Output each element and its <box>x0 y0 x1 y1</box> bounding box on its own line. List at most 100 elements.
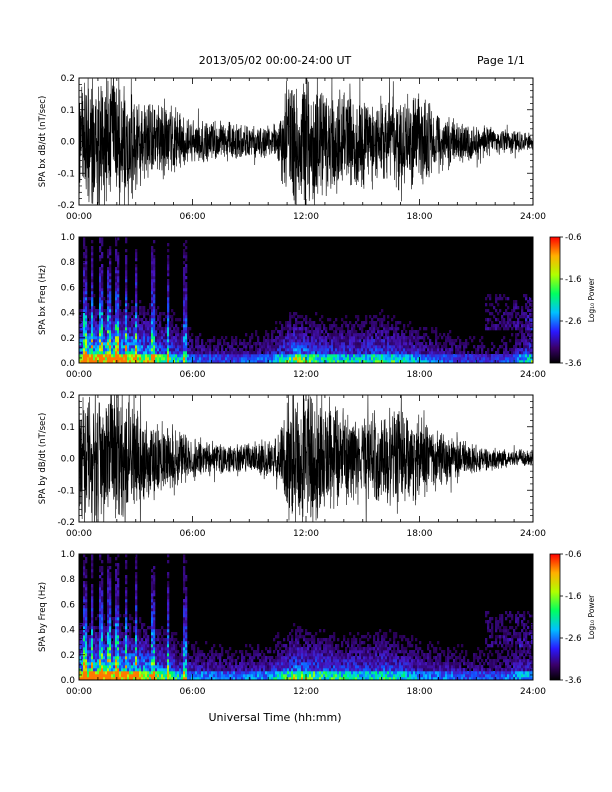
spectrogram-cell <box>235 659 238 663</box>
spectrogram-cell <box>367 333 370 337</box>
spectrogram-cell <box>95 315 98 319</box>
spectrogram-cell <box>147 656 150 660</box>
spectrogram-cell <box>115 348 118 352</box>
spectrogram-cell <box>251 360 254 364</box>
spectrogram-cell <box>123 354 126 358</box>
spectrogram-cell <box>149 354 152 358</box>
spectrogram-cell <box>407 348 410 352</box>
spectrogram-cell <box>319 354 322 358</box>
spectrogram-cell <box>121 327 124 331</box>
spectrogram-cell <box>115 635 118 639</box>
spectrogram-cell <box>471 339 474 343</box>
spectrogram-cell <box>377 348 380 352</box>
spectrogram-cell <box>171 659 174 663</box>
spectrogram-cell <box>183 557 186 561</box>
spectrogram-cell <box>153 345 156 349</box>
spectrogram-cell <box>143 342 146 346</box>
spectrogram-cell <box>129 653 132 657</box>
spectrogram-cell <box>259 677 262 681</box>
spectrogram-cell <box>117 297 120 301</box>
spectrogram-cell <box>465 357 468 361</box>
spectrogram-cell <box>201 348 204 352</box>
colorbar-tick-label: -3.6 <box>565 359 582 369</box>
spectrogram-cell <box>115 306 118 310</box>
spectrogram-cell <box>105 674 108 678</box>
spectrogram-cell <box>249 671 252 675</box>
spectrogram-cell <box>151 321 154 325</box>
spectrogram-cell <box>145 354 148 358</box>
spectrogram-cell <box>377 345 380 349</box>
spectrogram-cell <box>529 327 532 331</box>
spectrogram-cell <box>253 656 256 660</box>
spectrogram-cell <box>81 635 84 639</box>
spectrogram-cell <box>525 321 528 325</box>
spectrogram-cell <box>261 668 264 672</box>
spectrogram-cell <box>275 665 278 669</box>
spectrogram-cell <box>259 342 262 346</box>
spectrogram-cell <box>251 647 254 651</box>
spectrogram-cell <box>123 614 126 618</box>
spectrogram-cell <box>83 282 86 286</box>
spectrogram-cell <box>109 315 112 319</box>
spectrogram-cell <box>291 357 294 361</box>
spectrogram-cell <box>143 351 146 355</box>
spectrogram-cell <box>167 315 170 319</box>
spectrogram-cell <box>201 674 204 678</box>
spectrogram-cell <box>109 677 112 681</box>
spectrogram-cell <box>521 360 524 364</box>
spectrogram-cell <box>183 297 186 301</box>
spectrogram-cell <box>153 288 156 292</box>
spectrogram-cell <box>251 348 254 352</box>
spectrogram-cell <box>97 333 100 337</box>
spectrogram-cell <box>435 354 438 358</box>
spectrogram-cell <box>431 330 434 334</box>
spectrogram-cell <box>117 360 120 364</box>
spectrogram-cell <box>259 360 262 364</box>
spectrogram-cell <box>111 674 114 678</box>
spectrogram-cell <box>465 345 468 349</box>
spectrogram-cell <box>163 668 166 672</box>
spectrogram-cell <box>265 647 268 651</box>
spectrogram-cell <box>377 339 380 343</box>
spectrogram-cell <box>187 330 190 334</box>
spectrogram-cell <box>151 249 154 253</box>
spectrogram-cell <box>185 611 188 615</box>
spectrogram-cell <box>401 342 404 346</box>
spectrogram-cell <box>377 336 380 340</box>
spectrogram-cell <box>181 653 184 657</box>
spectrogram-cell <box>473 345 476 349</box>
spectrogram-cell <box>381 351 384 355</box>
series-line <box>79 395 533 522</box>
spectrogram-cell <box>143 309 146 313</box>
spectrogram-cell <box>253 357 256 361</box>
spectrogram-cell <box>119 336 122 340</box>
spectrogram-cell <box>79 659 82 663</box>
spectrogram-cell <box>107 357 110 361</box>
spectrogram-cell <box>151 318 154 322</box>
spectrogram-cell <box>477 354 480 358</box>
spectrogram-cell <box>327 345 330 349</box>
spectrogram-cell <box>281 330 284 334</box>
spectrogram-cell <box>125 300 128 304</box>
spectrogram-cell <box>221 665 224 669</box>
spectrogram-cell <box>515 339 518 343</box>
spectrogram-cell <box>439 357 442 361</box>
spectrogram-cell <box>417 336 420 340</box>
spectrogram-cell <box>497 360 500 364</box>
spectrogram-cell <box>275 677 278 681</box>
spectrogram-cell <box>115 665 118 669</box>
spectrogram-cell <box>111 659 114 663</box>
spectrogram-cell <box>521 339 524 343</box>
spectrogram-cell <box>303 351 306 355</box>
spectrogram-cell <box>343 357 346 361</box>
spectrogram-cell <box>115 596 118 600</box>
spectrogram-cell <box>381 324 384 328</box>
spectrogram-cell <box>409 336 412 340</box>
spectrogram-cell <box>271 674 274 678</box>
spectrogram-cell <box>511 312 514 316</box>
spectrogram-cell <box>99 599 102 603</box>
spectrogram-cell <box>291 336 294 340</box>
spectrogram-cell <box>371 354 374 358</box>
spectrogram-cell <box>125 288 128 292</box>
spectrogram-cell <box>185 632 188 636</box>
